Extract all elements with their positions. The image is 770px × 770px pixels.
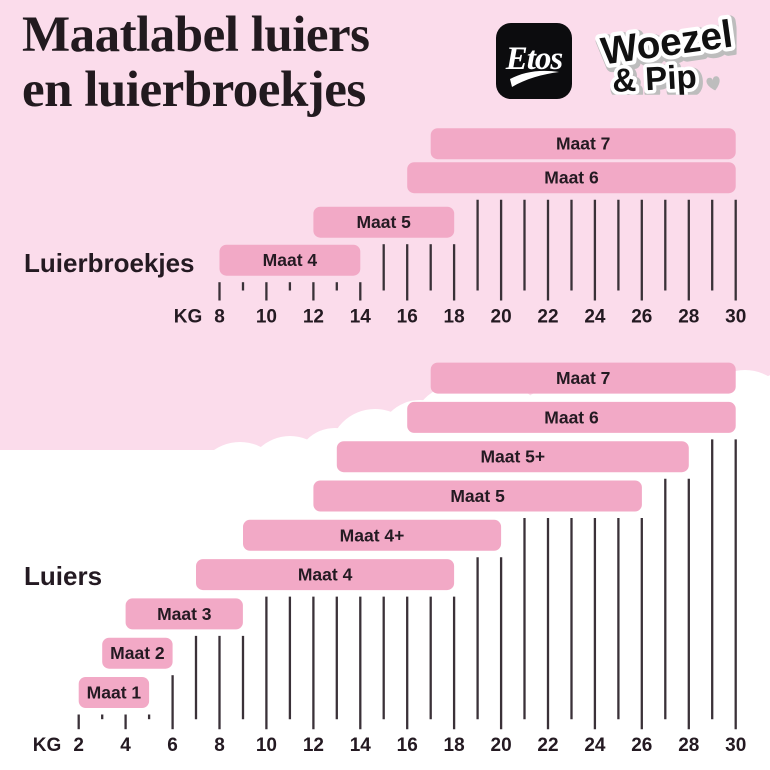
svg-text:20: 20 <box>491 735 512 756</box>
svg-text:30: 30 <box>725 307 746 328</box>
svg-text:Maat 2: Maat 2 <box>110 643 165 663</box>
svg-text:& Pip: & Pip <box>611 59 697 95</box>
svg-text:10: 10 <box>256 735 277 756</box>
svg-text:Maat 5: Maat 5 <box>450 486 505 506</box>
svg-text:18: 18 <box>444 735 465 756</box>
svg-text:20: 20 <box>491 307 512 328</box>
svg-text:4: 4 <box>120 735 131 756</box>
svg-text:2: 2 <box>73 735 84 756</box>
svg-text:KG: KG <box>174 307 203 328</box>
svg-text:28: 28 <box>678 735 699 756</box>
svg-text:26: 26 <box>631 735 652 756</box>
svg-text:24: 24 <box>584 307 606 328</box>
svg-text:Maat 5: Maat 5 <box>356 212 411 232</box>
svg-text:16: 16 <box>397 735 418 756</box>
svg-text:10: 10 <box>256 307 277 328</box>
svg-text:26: 26 <box>631 307 652 328</box>
svg-text:12: 12 <box>303 735 324 756</box>
svg-text:Maat 7: Maat 7 <box>556 368 610 388</box>
svg-text:Maat 6: Maat 6 <box>544 168 599 188</box>
svg-text:22: 22 <box>537 735 558 756</box>
svg-text:12: 12 <box>303 307 324 328</box>
svg-text:24: 24 <box>584 735 606 756</box>
svg-text:Maat 3: Maat 3 <box>157 604 212 624</box>
svg-text:16: 16 <box>397 307 418 328</box>
svg-text:14: 14 <box>350 307 372 328</box>
svg-text:14: 14 <box>350 735 372 756</box>
svg-text:30: 30 <box>725 735 746 756</box>
svg-text:Maat 4: Maat 4 <box>263 250 318 270</box>
svg-text:Maat 4+: Maat 4+ <box>340 525 405 545</box>
svg-text:8: 8 <box>214 735 225 756</box>
svg-text:KG: KG <box>33 735 62 756</box>
svg-text:Maat 4: Maat 4 <box>298 565 353 585</box>
svg-text:28: 28 <box>678 307 699 328</box>
svg-text:Maat 6: Maat 6 <box>544 407 599 427</box>
svg-text:18: 18 <box>444 307 465 328</box>
svg-text:6: 6 <box>167 735 178 756</box>
svg-text:Maat 5+: Maat 5+ <box>480 447 545 467</box>
svg-text:Maat 1: Maat 1 <box>87 683 142 703</box>
svg-text:Maat 7: Maat 7 <box>556 134 610 154</box>
svg-text:22: 22 <box>537 307 558 328</box>
svg-text:8: 8 <box>214 307 225 328</box>
